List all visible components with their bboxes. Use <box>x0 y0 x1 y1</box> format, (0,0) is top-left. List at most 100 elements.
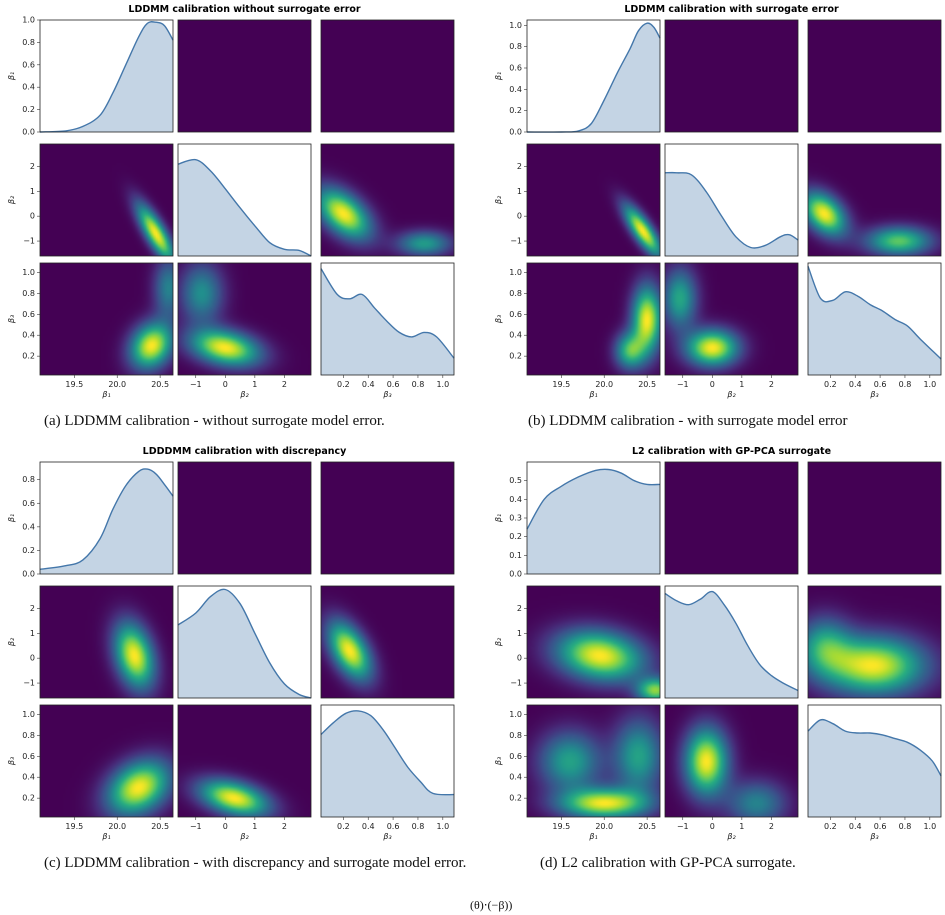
panel-beta3-beta3: 0.2 0.4 0.6 0.8 1.0 β₃ <box>807 262 942 399</box>
x-axis-label: β₃ <box>382 832 391 841</box>
panel-frame <box>526 143 661 257</box>
x-tick-label: 19.5 <box>65 822 83 831</box>
marginal-fill <box>178 159 311 256</box>
x-tick-label: 0 <box>223 822 228 831</box>
y-tick-label: 0.6 <box>509 310 522 319</box>
y-tick-label: 0.0 <box>22 570 35 579</box>
marginal-fill <box>178 589 311 698</box>
panel-frame <box>807 262 942 376</box>
x-tick-label: 2 <box>769 380 774 389</box>
x-axis-label: β₃ <box>869 832 878 841</box>
panel-frame <box>177 143 312 257</box>
panel-beta2-beta1: −1 0 1 2 β₂ <box>7 585 174 699</box>
marginal-fill <box>40 21 173 133</box>
x-tick-label: 1.0 <box>923 380 936 389</box>
x-tick-label: 20.0 <box>595 380 613 389</box>
x-tick-label: 0.6 <box>387 380 400 389</box>
x-axis-label: β₂ <box>726 390 736 399</box>
x-tick-label: 0.6 <box>874 380 887 389</box>
density-heatmap <box>178 20 311 132</box>
x-tick-label: −1 <box>190 380 202 389</box>
figure-title: LDDMM calibration with surrogate error <box>624 4 839 15</box>
density-heatmap <box>808 144 941 256</box>
panel-frame <box>664 19 799 133</box>
panel-frame <box>177 19 312 133</box>
panel-frame <box>177 585 312 699</box>
x-tick-label: 0.4 <box>362 380 375 389</box>
panel-beta3-beta1: 0.2 0.4 0.6 0.8 1.0 β₃ 19.5 20.0 20.5 β₁ <box>494 704 661 841</box>
panel-beta2-beta3 <box>320 143 455 257</box>
panel-beta3-beta1: 0.2 0.4 0.6 0.8 1.0 β₃ 19.5 20.0 20.5 β₁ <box>494 262 661 399</box>
x-tick-label: 1 <box>739 380 744 389</box>
y-tick-label: 1.0 <box>509 710 522 719</box>
y-tick-label: 0.4 <box>509 773 522 782</box>
y-tick-label: 0.4 <box>22 522 35 531</box>
panel-frame <box>664 704 799 818</box>
figure-title: LDDMM calibration without surrogate erro… <box>128 4 361 15</box>
panel-beta1-beta2 <box>664 19 799 133</box>
panel-frame <box>664 585 799 699</box>
density-heatmap <box>808 462 941 574</box>
panel-frame <box>39 585 174 699</box>
density-heatmap <box>321 586 454 698</box>
y-tick-label: 0.4 <box>22 773 35 782</box>
x-axis-label: β₂ <box>239 832 249 841</box>
y-axis-label: β₂ <box>494 637 503 647</box>
y-axis-label: β₁ <box>494 514 503 523</box>
panel-beta3-beta2: −1 0 1 2 β₂ <box>177 704 312 841</box>
y-tick-label: 1 <box>30 187 35 196</box>
density-heatmap <box>178 705 311 817</box>
panel-frame <box>177 461 312 575</box>
density-heatmap <box>178 462 311 574</box>
y-tick-label: 0.2 <box>509 532 522 541</box>
y-tick-label: 2 <box>517 604 522 613</box>
panel-beta3-beta2: −1 0 1 2 β₂ <box>664 262 799 399</box>
y-tick-label: 0.4 <box>509 331 522 340</box>
x-tick-label: 20.0 <box>108 380 126 389</box>
panel-beta1-beta3 <box>320 461 455 575</box>
y-tick-label: 1.0 <box>509 268 522 277</box>
x-tick-label: 2 <box>769 822 774 831</box>
panel-frame <box>526 19 661 133</box>
density-heatmap <box>321 462 454 574</box>
y-tick-label: 1 <box>517 629 522 638</box>
panel-frame <box>664 461 799 575</box>
y-tick-label: 1.0 <box>22 16 35 25</box>
y-tick-label: 0.8 <box>22 475 35 484</box>
x-tick-label: 0 <box>710 822 715 831</box>
panel-frame <box>664 262 799 376</box>
y-axis-label: β₃ <box>494 315 503 324</box>
footer-formula-fragment: (θ)⋅(−β)) <box>470 898 513 912</box>
y-tick-label: 1.0 <box>22 710 35 719</box>
y-tick-label: 0 <box>517 212 522 221</box>
panel-frame <box>807 143 942 257</box>
panel-beta1-beta2 <box>664 461 799 575</box>
y-axis-label: β₁ <box>494 72 503 81</box>
density-heatmap <box>665 462 798 574</box>
caption-d: (d) L2 calibration with GP-PCA surrogate… <box>540 855 796 871</box>
y-tick-label: 0.8 <box>509 731 522 740</box>
y-tick-label: 0.0 <box>22 128 35 137</box>
y-axis-label: β₃ <box>7 757 16 766</box>
x-tick-label: 19.5 <box>65 380 83 389</box>
x-tick-label: 0.8 <box>899 380 912 389</box>
panel-frame <box>526 461 661 575</box>
y-tick-label: −1 <box>23 237 35 246</box>
panel-beta2-beta1: −1 0 1 2 β₂ <box>494 143 661 257</box>
panel-beta2-beta3 <box>320 585 455 699</box>
panel-frame <box>807 585 942 699</box>
panel-beta3-beta1: 0.2 0.4 0.6 0.8 1.0 β₃ 19.5 20.0 20.5 β₁ <box>7 704 174 841</box>
x-tick-label: 2 <box>282 822 287 831</box>
y-tick-label: 0.4 <box>22 331 35 340</box>
panel-beta2-beta1: −1 0 1 2 β₂ <box>7 143 174 257</box>
panel-beta1-beta1: 0.0 0.2 0.4 0.6 0.8 1.0 β₁ <box>7 16 174 137</box>
density-heatmap <box>40 144 173 256</box>
x-tick-label: 20.0 <box>595 822 613 831</box>
y-axis-label: β₁ <box>7 72 16 81</box>
y-tick-label: 0.6 <box>509 752 522 761</box>
panel-beta3-beta1: 0.2 0.4 0.6 0.8 1.0 β₃ 19.5 20.0 20.5 β₁ <box>7 262 174 399</box>
x-tick-label: 0 <box>223 380 228 389</box>
density-heatmap <box>808 586 941 698</box>
pairplot-figure-2: LDDMM calibration with surrogate error 0.… <box>494 4 942 399</box>
